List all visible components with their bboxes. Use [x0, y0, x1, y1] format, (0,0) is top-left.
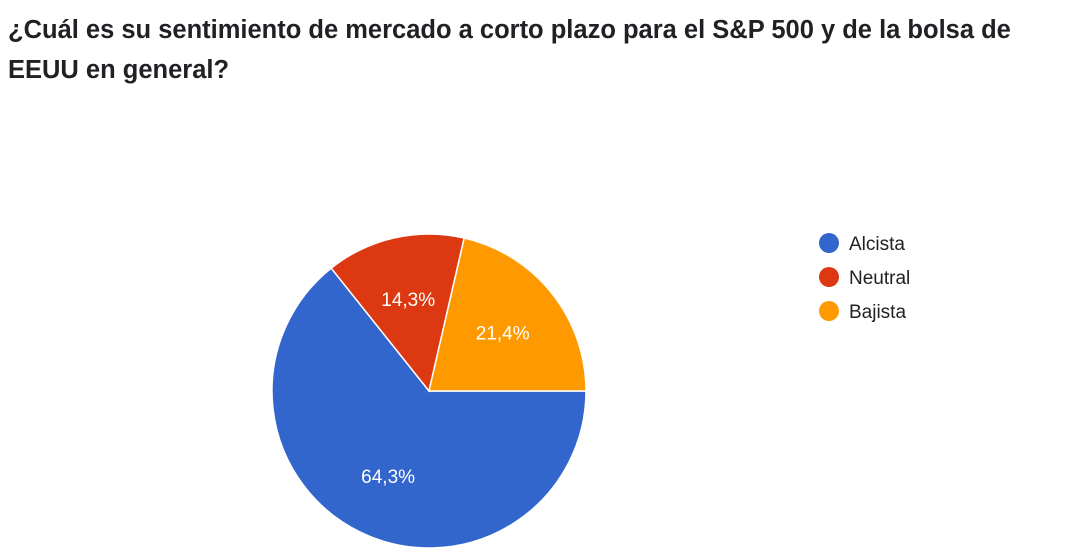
pie-slice-labels: 64,3% 14,3% 21,4% — [361, 290, 530, 488]
legend-swatch-neutral — [819, 267, 839, 287]
pie-slices — [271, 233, 587, 549]
legend-swatch-alcista — [819, 233, 839, 253]
legend-swatch-bajista — [819, 301, 839, 321]
pie-slice-label-neutral: 14,3% — [381, 290, 435, 311]
pie-slice-alcista — [271, 267, 587, 549]
legend-label-alcista: Alcista — [849, 234, 905, 255]
legend-label-bajista: Bajista — [849, 302, 906, 323]
legend-label-neutral: Neutral — [849, 268, 910, 289]
pie-slice-bajista — [428, 237, 587, 392]
pie-slice-label-bajista: 21,4% — [476, 323, 530, 344]
pie-slice-label-alcista: 64,3% — [361, 467, 415, 488]
chart-legend: Alcista Neutral Bajista — [819, 233, 910, 323]
pie-slice-neutral — [330, 233, 466, 393]
question-title: ¿Cuál es su sentimiento de mercado a cor… — [8, 16, 1011, 84]
